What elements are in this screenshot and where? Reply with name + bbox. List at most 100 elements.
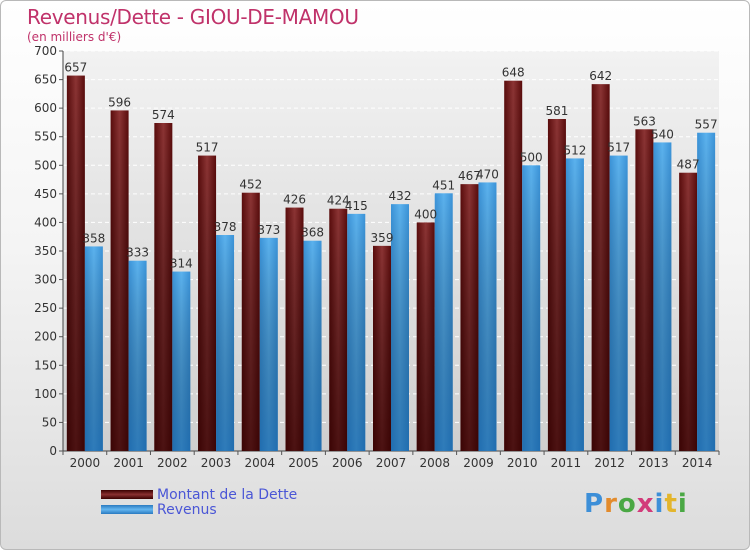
data-label-revenus: 540: [651, 127, 674, 141]
bar-dette-shade: [241, 192, 260, 451]
bar-dette-shade: [66, 75, 85, 452]
data-label-dette: 467: [458, 169, 481, 183]
bar-dette-shade: [547, 119, 566, 451]
y-tick-label: 550: [34, 130, 57, 144]
bar-dette-shade: [416, 222, 435, 451]
bar-dette-shade: [635, 129, 654, 452]
x-tick-label: 2014: [682, 456, 713, 470]
data-label-revenus: 333: [126, 246, 149, 260]
data-label-revenus: 500: [520, 150, 543, 164]
x-tick-label: 2013: [638, 456, 669, 470]
data-label-dette: 657: [64, 61, 87, 75]
legend-swatch-revenus: [101, 505, 153, 514]
bar-revenus-shade: [565, 158, 584, 451]
x-tick-label: 2003: [201, 456, 232, 470]
data-label-dette: 517: [196, 141, 219, 155]
data-label-revenus: 314: [170, 257, 193, 271]
bar-revenus-shade: [84, 246, 103, 451]
data-label-revenus: 368: [301, 226, 324, 240]
y-tick-label: 600: [34, 101, 57, 115]
bar-dette-shade: [154, 123, 173, 451]
data-label-dette: 596: [108, 95, 131, 109]
x-tick-label: 2002: [157, 456, 188, 470]
bar-revenus-shade: [653, 142, 672, 451]
data-label-revenus: 451: [432, 178, 455, 192]
y-tick-label: 0: [49, 444, 57, 458]
data-label-dette: 574: [152, 108, 175, 122]
x-tick-label: 2012: [594, 456, 625, 470]
bar-dette-shade: [679, 172, 698, 451]
bar-revenus-shade: [609, 155, 628, 452]
bar-revenus-shade: [478, 182, 497, 451]
chart-title: Revenus/Dette - GIOU-DE-MAMOU: [27, 5, 359, 29]
legend-swatch-dette: [101, 490, 153, 499]
legend-label-dette: Montant de la Dette: [157, 486, 298, 503]
bar-dette-shade: [110, 110, 129, 451]
data-label-revenus: 557: [695, 118, 718, 132]
bar-revenus-shade: [259, 237, 278, 451]
data-label-revenus: 358: [82, 231, 105, 245]
data-label-dette: 452: [239, 178, 262, 192]
legend-item-revenus: Revenus: [101, 501, 297, 518]
x-tick-label: 2001: [113, 456, 144, 470]
chart-legend: Montant de la Dette Revenus: [101, 486, 298, 518]
data-label-dette: 642: [589, 69, 612, 83]
data-label-dette: 359: [371, 231, 394, 245]
bar-dette-shade: [460, 184, 479, 451]
bar-revenus-shade: [216, 235, 235, 451]
bar-revenus-shade: [391, 204, 409, 451]
data-label-dette: 648: [502, 66, 525, 80]
y-tick-label: 100: [34, 387, 57, 401]
x-tick-label: 2006: [332, 456, 363, 470]
x-tick-label: 2000: [70, 456, 101, 470]
x-tick-label: 2005: [288, 456, 319, 470]
y-tick-label: 250: [34, 301, 57, 315]
chart-subtitle: (en milliers d'€): [27, 30, 122, 44]
bar-revenus-shade: [347, 213, 366, 451]
proxiti-logo: Proxiti: [584, 489, 688, 519]
data-label-dette: 426: [283, 193, 306, 207]
bar-revenus-shade: [303, 240, 322, 451]
x-tick-label: 2011: [551, 456, 582, 470]
data-label-dette: 424: [327, 194, 350, 208]
bar-revenus-shade: [434, 193, 453, 452]
bar-dette-shade: [504, 80, 523, 451]
y-tick-label: 500: [34, 158, 57, 172]
x-tick-label: 2007: [376, 456, 407, 470]
bar-dette-shade: [285, 207, 304, 451]
y-tick-label: 450: [34, 187, 57, 201]
y-tick-label: 400: [34, 215, 57, 229]
data-label-revenus: 415: [345, 199, 368, 213]
y-tick-label: 700: [34, 44, 57, 58]
bar-revenus-shade: [697, 132, 716, 451]
bar-dette-shade: [591, 84, 610, 452]
data-label-revenus: 432: [389, 189, 412, 203]
y-tick-label: 50: [42, 415, 57, 429]
bar-revenus-shade: [128, 260, 147, 451]
x-tick-label: 2009: [463, 456, 494, 470]
y-tick-label: 350: [34, 244, 57, 258]
x-tick-label: 2008: [419, 456, 450, 470]
bar-revenus-shade: [172, 271, 191, 451]
data-label-dette: 563: [633, 114, 656, 128]
data-label-dette: 581: [545, 104, 568, 118]
bar-dette-shade: [329, 208, 348, 451]
data-label-revenus: 373: [257, 223, 280, 237]
bar-dette-shade: [198, 155, 217, 452]
data-label-dette: 487: [677, 158, 700, 172]
data-label-revenus: 378: [214, 220, 237, 234]
legend-item-dette: Montant de la Dette: [101, 486, 298, 503]
y-tick-label: 150: [34, 358, 57, 372]
y-tick-label: 200: [34, 330, 57, 344]
data-label-revenus: 517: [607, 141, 630, 155]
data-label-revenus: 470: [476, 167, 499, 181]
y-tick-label: 300: [34, 273, 57, 287]
bar-revenus-shade: [522, 165, 541, 452]
legend-label-revenus: Revenus: [157, 501, 217, 518]
x-tick-label: 2004: [245, 456, 276, 470]
data-label-dette: 400: [414, 207, 437, 221]
bar-dette-shade: [373, 245, 391, 451]
x-tick-label: 2010: [507, 456, 538, 470]
